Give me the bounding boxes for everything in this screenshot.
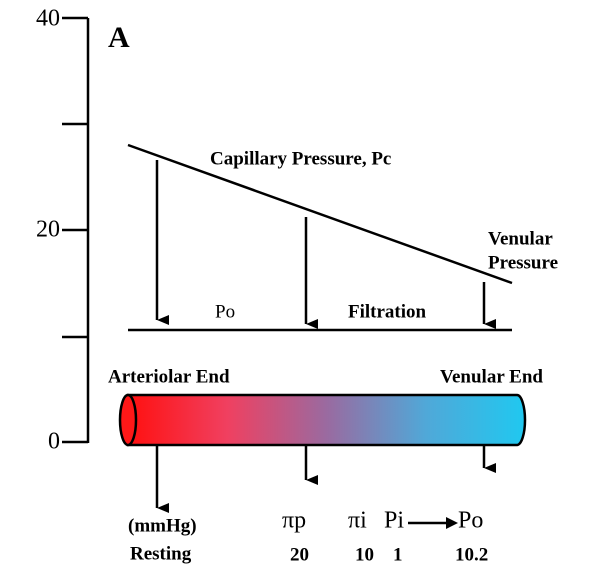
arrow-head (446, 517, 458, 529)
value: 20 (290, 544, 309, 565)
axis-tick-label: 0 (48, 429, 60, 455)
label: Venular (488, 228, 553, 249)
panel-label: A (108, 21, 130, 54)
header: πp (282, 508, 306, 534)
label: Venular End (440, 366, 543, 387)
value: 10 (355, 544, 374, 565)
unit: (mmHg) (128, 515, 197, 536)
label: Arteriolar End (108, 366, 230, 387)
vessel (120, 395, 525, 445)
label: Pressure (488, 252, 558, 273)
label: Filtration (348, 301, 427, 322)
header: Po (458, 508, 483, 534)
axis-tick-label: 20 (36, 217, 60, 243)
value: 1 (393, 544, 403, 565)
value: 10.2 (455, 544, 488, 565)
label: Capillary Pressure, Pc (210, 148, 391, 169)
figure: 40 20 0 A Capillary Pressure, Pc Venular… (0, 0, 590, 575)
arrows (157, 160, 484, 508)
axis-tick-label: 40 (36, 6, 60, 32)
header: Pi (384, 508, 404, 534)
axis (62, 18, 88, 443)
header: πi (348, 508, 367, 534)
label: Po (215, 301, 235, 322)
row-label: Resting (130, 543, 192, 564)
